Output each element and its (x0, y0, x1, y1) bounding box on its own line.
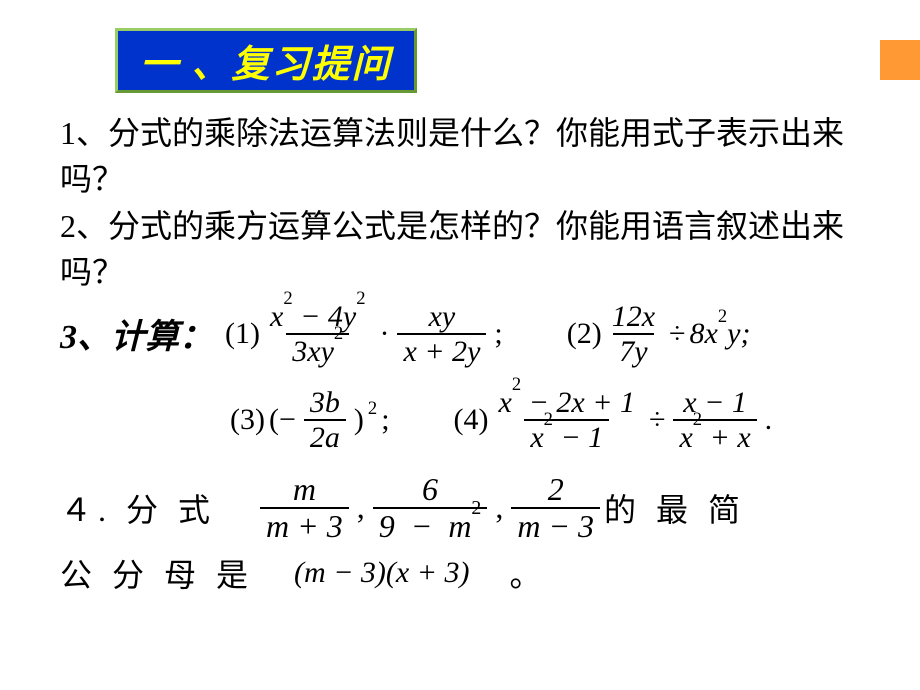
question-4-row2: 公 分 母 是 (m − 3)(x + 3) 。 (60, 550, 870, 596)
p3-tag: (3) (230, 403, 265, 437)
q4-frac2: 6 9 − m2 (373, 472, 488, 544)
question-1: 1、分式的乘除法运算法则是什么？你能用式子表示出来吗？ (60, 110, 870, 203)
q3-label: 3、计算： (60, 309, 213, 358)
q4-frac3: 2 m − 3 (511, 472, 600, 544)
p1-tag: (1) (225, 317, 260, 351)
question-4-row1: ４. 分 式 m m + 3 , 6 9 − m2 , 2 m − 3 的 最 … (60, 472, 870, 544)
p4-frac2: x − 1 x2 + x (673, 386, 756, 454)
content-area: 1、分式的乘除法运算法则是什么？你能用式子表示出来吗？ 2、分式的乘方运算公式是… (60, 110, 870, 596)
q4-prefix: ４. 分 式 (60, 485, 216, 531)
accent-bar (880, 40, 920, 80)
dot-op: · (379, 317, 389, 351)
p3-frac: 3b 2a (304, 386, 346, 454)
section-title: 一 、复习提问 (118, 31, 414, 90)
q4-frac1: m m + 3 (260, 472, 349, 544)
q4-suffix: 的 最 简 (604, 485, 746, 531)
q4-line2-suffix: 。 (509, 550, 541, 596)
p2-frac: 12x 7y (606, 300, 661, 368)
div-op: ÷ (669, 317, 685, 351)
q4-answer: (m − 3)(x + 3) (294, 556, 469, 590)
p1-frac1: x2 − 4y2 3xy2 (264, 300, 372, 368)
q4-line2-prefix: 公 分 母 是 (60, 550, 254, 596)
title-border: 一 、复习提问 (115, 28, 417, 93)
p4-frac1: x2 − 2x + 1 x2 − 1 (493, 386, 641, 454)
p2-tag: (2) (567, 317, 602, 351)
p2-rhs: 8x2y; (690, 316, 751, 351)
question-3-row1: 3、计算： (1) x2 − 4y2 3xy2 · xy x + 2y ; (2… (60, 300, 870, 368)
question-2: 2、分式的乘方运算公式是怎样的？你能用语言叙述出来吗？ (60, 203, 870, 296)
div-op-2: ÷ (649, 403, 665, 437)
p4-tag: (4) (454, 403, 489, 437)
question-3-row2: (3) (− 3b 2a )2; (4) x2 − 2x + 1 x2 − 1 … (230, 386, 870, 454)
p1-frac2: xy x + 2y (397, 300, 486, 368)
